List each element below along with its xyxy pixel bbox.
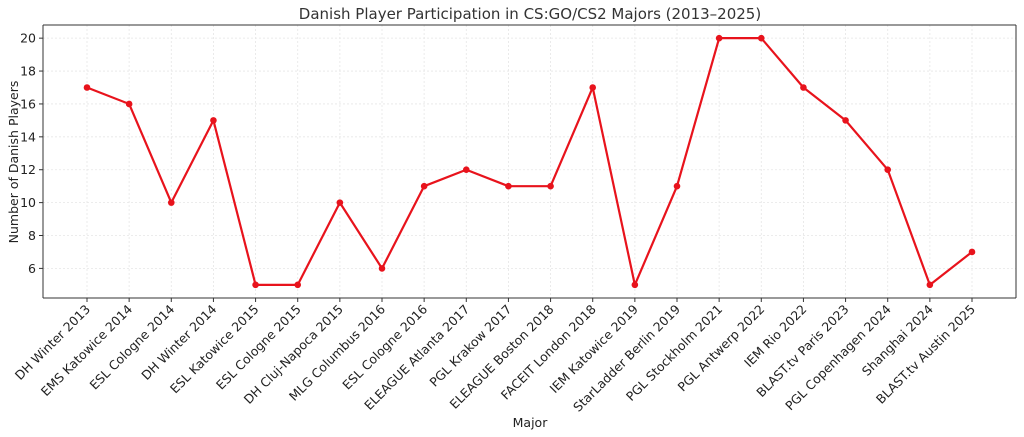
y-axis-ticks: 6 8 10 12 14 16 18 20 [20,31,43,276]
data-point [757,34,765,42]
data-point [336,199,344,206]
data-point [968,248,976,256]
y-tick-label: 8 [28,228,36,243]
data-point [715,34,723,42]
axes [42,24,1017,299]
x-tick-label: DH Winter 2014 [138,301,219,382]
data-point [842,117,849,124]
data-point [125,100,133,108]
data-point [210,117,217,124]
data-point [420,182,428,190]
data-point [294,281,302,289]
y-tick-label: 10 [20,195,36,210]
grid-lines [43,25,1016,298]
x-tick-label: DH Winter 2013 [12,302,93,383]
y-tick-label: 14 [20,129,36,144]
data-point [631,281,639,289]
data-point [505,182,512,190]
data-point [83,84,91,91]
y-tick-label: 12 [20,162,36,177]
series-line [86,37,973,286]
data-point [800,84,807,91]
chart-title: Danish Player Participation in CS:GO/CS2… [299,5,761,23]
data-point [378,265,386,272]
data-point [462,166,470,174]
data-point [167,199,175,206]
data-point [673,182,681,190]
y-tick-label: 18 [20,64,36,79]
y-tick-label: 16 [20,96,36,111]
y-axis-label: Number of Danish Players [6,81,21,244]
data-point [589,84,597,91]
y-tick-label: 20 [20,31,36,46]
data-point [252,281,259,289]
data-point [926,281,934,289]
data-point [547,182,554,190]
y-tick-label: 6 [28,261,36,276]
data-point [884,166,892,174]
x-axis-label: Major [513,415,549,430]
series-group [83,34,976,289]
